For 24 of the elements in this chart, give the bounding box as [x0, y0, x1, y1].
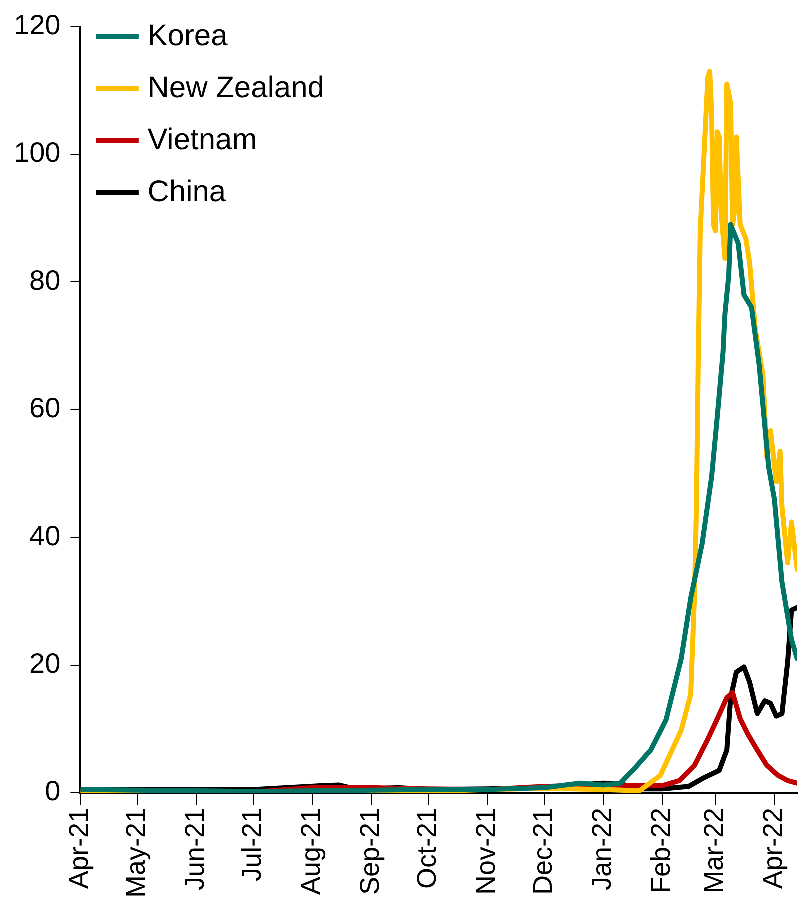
x-tick-label: Jul-21: [237, 808, 268, 882]
x-tick-label: Jun-21: [180, 808, 210, 891]
y-tick-label: 40: [30, 520, 61, 552]
y-tick-label: 120: [14, 10, 61, 41]
y-tick-label: 80: [30, 264, 61, 296]
y-tick-label: 60: [30, 392, 61, 424]
y-tick-label: 0: [45, 776, 61, 807]
x-tick-label: Apr-21: [64, 808, 94, 890]
legend-label: Vietnam: [148, 123, 258, 156]
legend-label: Korea: [148, 19, 228, 52]
x-tick-label: Jan-22: [586, 808, 617, 891]
x-tick-label: Nov-21: [470, 808, 501, 896]
y-tick-label: 20: [30, 648, 61, 679]
x-tick-label: Feb-22: [646, 808, 676, 894]
x-tick-label: Oct-21: [412, 808, 442, 889]
x-tick-label: Dec-21: [528, 808, 558, 896]
x-tick-label: Apr-22: [758, 808, 788, 890]
x-tick-label: Mar-22: [699, 808, 730, 894]
y-tick-label: 100: [14, 137, 61, 168]
x-tick-label: Aug-21: [296, 808, 326, 896]
legend-label: New Zealand: [148, 71, 324, 104]
legend-label: China: [148, 175, 226, 208]
x-tick-label: May-21: [121, 808, 152, 898]
x-tick-label: Sep-21: [355, 808, 386, 896]
